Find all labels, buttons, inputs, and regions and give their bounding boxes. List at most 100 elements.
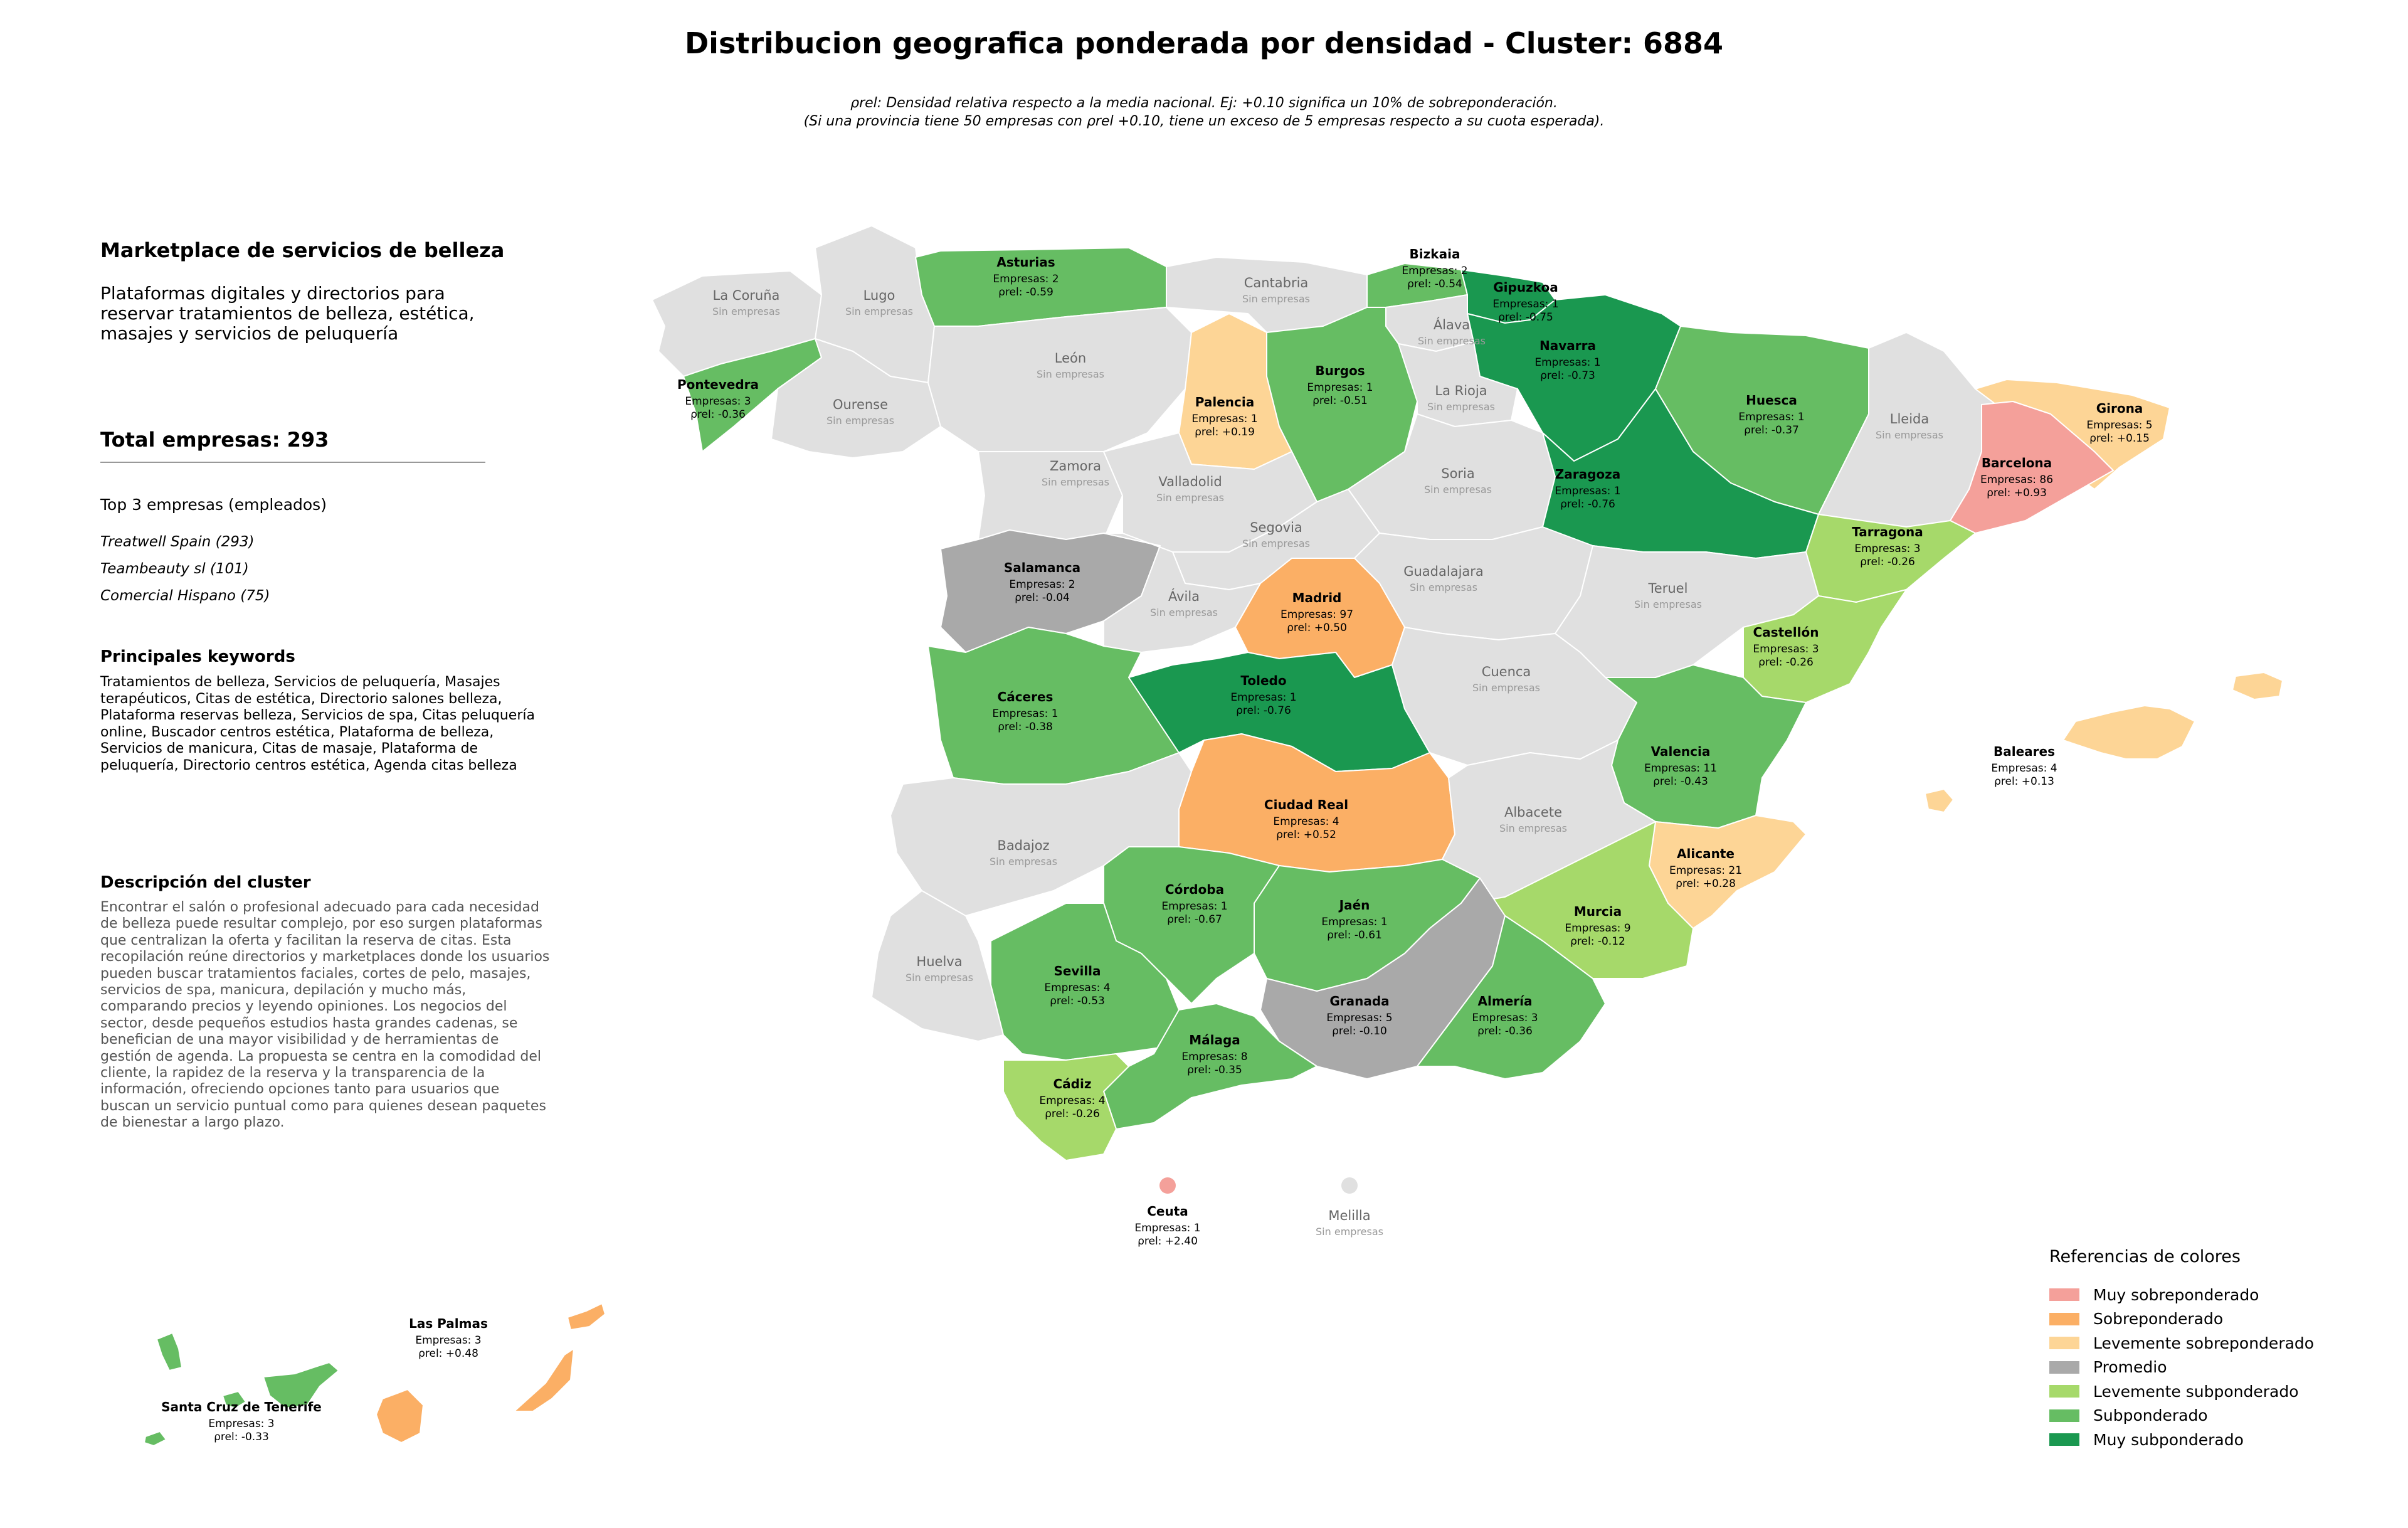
province-count-almeria: Empresas: 3 (1472, 1012, 1538, 1024)
legend-label: Muy subponderado (2093, 1430, 2244, 1449)
description-title: Descripción del cluster (100, 873, 311, 892)
province-name-ourense: Ourense (833, 397, 888, 412)
province-rho-huesca: ρrel: -0.37 (1744, 424, 1799, 437)
province-no-companies-zamora: Sin empresas (1042, 476, 1109, 488)
legend-item: Sobreponderado (2049, 1307, 2388, 1332)
province-santa-cruz-de-tenerife (143, 1430, 167, 1447)
province-rho-santa-cruz-de-tenerife: ρrel: -0.33 (214, 1431, 269, 1443)
province-name-albacete: Albacete (1504, 805, 1562, 820)
province-name-cantabria: Cantabria (1244, 275, 1309, 290)
province-name-baleares: Baleares (1993, 744, 2055, 759)
province-rho-caceres: ρrel: -0.38 (998, 721, 1053, 733)
province-ceuta (1159, 1177, 1176, 1194)
province-rho-zaragoza: ρrel: -0.76 (1560, 498, 1615, 511)
province-rho-cordoba: ρrel: -0.67 (1167, 913, 1222, 926)
province-name-valencia: Valencia (1651, 744, 1711, 759)
province-name-badajoz: Badajoz (997, 838, 1049, 853)
province-count-toledo: Empresas: 1 (1230, 691, 1296, 704)
province-count-girona: Empresas: 5 (2086, 419, 2152, 432)
province-count-las-palmas: Empresas: 3 (415, 1334, 481, 1347)
province-count-murcia: Empresas: 9 (1565, 922, 1630, 935)
province-name-segovia: Segovia (1250, 520, 1302, 535)
province-count-valencia: Empresas: 11 (1644, 762, 1717, 775)
top-company-1: Treatwell Spain (293) (100, 534, 255, 550)
province-no-companies-avila: Sin empresas (1150, 607, 1218, 618)
province-no-companies-soria: Sin empresas (1424, 484, 1492, 496)
province-almeria (1417, 915, 1606, 1080)
legend-swatch (2049, 1337, 2079, 1350)
province-rho-salamanca: ρrel: -0.04 (1015, 592, 1070, 604)
legend-label: Promedio (2093, 1358, 2167, 1377)
province-name-santa-cruz-de-tenerife: Santa Cruz de Tenerife (161, 1399, 322, 1414)
province-name-toledo: Toledo (1240, 673, 1286, 688)
province-no-companies-ourense: Sin empresas (826, 415, 894, 427)
map-title: Distribucion geografica ponderada por de… (685, 26, 1723, 60)
province-name-alava: Álava (1434, 317, 1470, 332)
province-count-caceres: Empresas: 1 (992, 708, 1058, 720)
province-no-companies-cuenca: Sin empresas (1472, 682, 1540, 694)
province-ourense (771, 338, 941, 459)
legend-swatch (2049, 1385, 2079, 1398)
province-rho-ciudad-real: ρrel: +0.52 (1276, 829, 1336, 841)
province-rho-burgos: ρrel: -0.51 (1312, 395, 1368, 407)
province-name-valladolid: Valladolid (1158, 474, 1222, 489)
province-no-companies-melilla: Sin empresas (1316, 1226, 1383, 1238)
keywords-title: Principales keywords (100, 647, 295, 666)
legend-label: Levemente subponderado (2093, 1382, 2299, 1401)
province-leon (927, 307, 1192, 452)
province-count-bizkaia: Empresas: 2 (1402, 265, 1467, 277)
province-avila (1103, 533, 1261, 653)
province-name-castellon: Castellón (1753, 625, 1819, 640)
province-rho-bizkaia: ρrel: -0.54 (1407, 278, 1462, 290)
legend-swatch (2049, 1409, 2079, 1422)
province-count-ciudad-real: Empresas: 4 (1273, 815, 1339, 828)
province-name-teruel: Teruel (1648, 581, 1688, 596)
province-rho-almeria: ρrel: -0.36 (1477, 1025, 1533, 1037)
province-name-tarragona: Tarragona (1852, 524, 1923, 539)
province-count-jaen: Empresas: 1 (1321, 916, 1387, 928)
province-castellon (1743, 589, 1907, 703)
province-name-gipuzkoa: Gipuzkoa (1493, 280, 1558, 295)
province-count-granada: Empresas: 5 (1326, 1012, 1392, 1024)
subtitle-line-2: (Si una provincia tiene 50 empresas con … (803, 114, 1605, 129)
legend-item: Promedio (2049, 1356, 2388, 1380)
province-no-companies-segovia: Sin empresas (1242, 538, 1310, 549)
province-no-companies-lugo: Sin empresas (845, 305, 913, 317)
province-no-companies-huelva: Sin empresas (906, 972, 973, 984)
province-count-gipuzkoa: Empresas: 1 (1492, 298, 1558, 310)
province-name-barcelona: Barcelona (1982, 455, 2052, 470)
province-name-leon: León (1055, 351, 1086, 366)
province-no-companies-cantabria: Sin empresas (1242, 293, 1310, 305)
province-name-madrid: Madrid (1292, 590, 1342, 605)
province-santa-cruz-de-tenerife (156, 1332, 183, 1372)
legend-label: Subponderado (2093, 1406, 2208, 1425)
province-no-companies-la-rioja: Sin empresas (1427, 401, 1495, 413)
province-name-huesca: Huesca (1746, 393, 1797, 408)
province-melilla (1341, 1177, 1358, 1194)
color-legend: Referencias de colores Muy sobreponderad… (2049, 1247, 2388, 1452)
province-rho-pontevedra: ρrel: -0.36 (690, 408, 746, 421)
province-rho-girona: ρrel: +0.15 (2089, 432, 2150, 445)
province-count-burgos: Empresas: 1 (1307, 381, 1373, 394)
province-no-companies-albacete: Sin empresas (1499, 822, 1567, 834)
province-count-navarra: Empresas: 1 (1534, 356, 1600, 369)
province-la-rioja (1398, 341, 1518, 427)
province-count-zaragoza: Empresas: 1 (1555, 485, 1620, 497)
divider (100, 462, 485, 463)
province-name-lleida: Lleida (1890, 411, 1930, 427)
province-no-companies-teruel: Sin empresas (1634, 598, 1702, 610)
legend-item: Muy subponderado (2049, 1428, 2388, 1452)
province-baleares (2062, 704, 2196, 760)
province-name-guadalajara: Guadalajara (1403, 564, 1484, 579)
province-baleares (2231, 671, 2284, 701)
subtitle-line-1: ρrel: Densidad relativa respecto a la me… (850, 95, 1558, 111)
province-rho-castellon: ρrel: -0.26 (1758, 656, 1814, 669)
province-name-zamora: Zamora (1050, 459, 1101, 474)
legend-item: Levemente sobreponderado (2049, 1331, 2388, 1356)
province-name-navarra: Navarra (1539, 338, 1596, 353)
province-count-tarragona: Empresas: 3 (1854, 543, 1920, 555)
province-cadiz (1003, 1053, 1129, 1161)
legend-item: Levemente subponderado (2049, 1379, 2388, 1404)
province-name-cadiz: Cádiz (1054, 1076, 1092, 1091)
